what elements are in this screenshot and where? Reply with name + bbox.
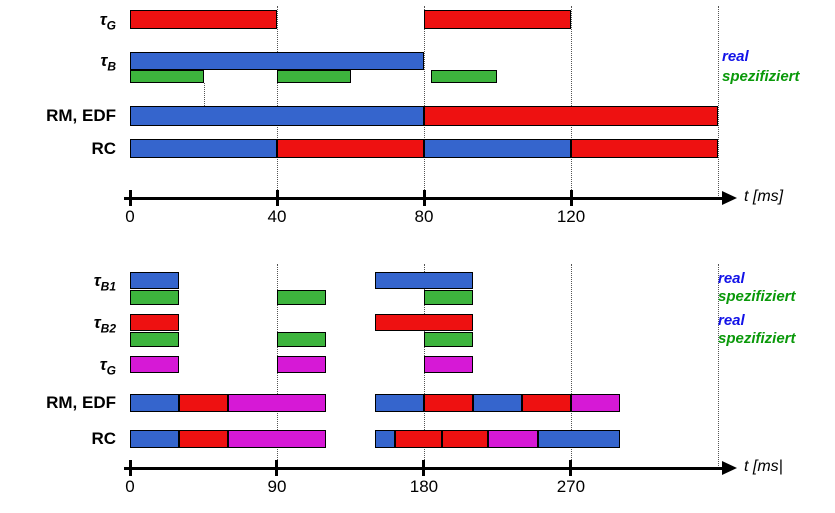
tau-b2-spec-bar	[423, 332, 473, 347]
axis-arrowhead-icon	[722, 461, 737, 475]
row-label-tau-g: τG	[0, 9, 116, 36]
rm-edf-2-bar	[227, 394, 326, 412]
tau-subscript: B2	[100, 320, 116, 335]
gridline	[570, 264, 572, 468]
rm-edf-bar	[424, 106, 718, 126]
axis-tick	[128, 190, 132, 206]
legend-spezifiziert-label: spezifiziert	[718, 330, 796, 347]
axis-unit-label: t [ms]	[744, 188, 784, 205]
rm-edf-2-bar	[570, 394, 620, 412]
legend-real-label: real	[718, 270, 745, 287]
rm-edf-2-bar	[374, 394, 424, 412]
rm-edf-2-bar	[178, 394, 228, 412]
tau-symbol: τ	[99, 354, 107, 374]
rm-edf-2-bar	[130, 394, 179, 412]
axis-arrowhead-icon	[722, 191, 737, 205]
tau-b1-real-bar	[374, 272, 473, 289]
rc-2-bar	[130, 430, 179, 448]
axis-tick-label: 270	[556, 477, 586, 496]
row-label-rc-2: RC	[91, 429, 116, 448]
axis-tick	[569, 190, 573, 206]
rc-bar	[277, 139, 424, 158]
gridline-partial	[203, 83, 205, 106]
legend-real-label: real	[722, 48, 749, 65]
tau-b1-spec-bar	[130, 290, 179, 305]
tau-b1-spec-bar	[276, 290, 326, 305]
axis-tick-label: 0	[125, 477, 135, 496]
axis-tick-label: 90	[267, 477, 287, 496]
tau-b-spec-bar	[130, 70, 204, 83]
gridline	[718, 6, 719, 198]
tau-b2-real-bar	[374, 314, 473, 331]
tau-subscript: G	[106, 362, 116, 377]
rc-2-bar	[538, 430, 620, 448]
legend-real-label: real	[718, 312, 745, 329]
tau-b-spec-bar	[277, 70, 351, 83]
tau-b2-real-bar	[130, 314, 179, 331]
gridline	[571, 6, 572, 198]
rc-2-bar	[394, 430, 442, 448]
axis-unit-label: t [ms|	[744, 458, 783, 475]
axis-tick	[569, 460, 573, 476]
row-label-tau-g2: τG	[0, 354, 116, 381]
tau-g2-bar	[423, 356, 473, 373]
rc-2-bar	[441, 430, 488, 448]
legend-spezifiziert-label: spezifiziert	[722, 68, 800, 85]
rc-2-bar	[178, 430, 228, 448]
axis-tick-label: 180	[409, 477, 439, 496]
rm-edf-2-bar	[521, 394, 571, 412]
gridline	[277, 6, 278, 198]
tau-subscript: B	[107, 59, 116, 74]
legend-spezifiziert-label: spezifiziert	[718, 288, 796, 305]
tau-symbol: τ	[93, 270, 101, 290]
rm-edf-2-bar	[472, 394, 522, 412]
row-label-rm-edf: RM, EDF	[46, 106, 116, 125]
gridline	[717, 264, 719, 468]
rc-2-bar	[374, 430, 395, 448]
tau-b2-spec-bar	[130, 332, 179, 347]
row-label-tau-b2-real: τB2	[0, 312, 116, 339]
tau-g-bar	[424, 10, 571, 29]
axis-tick-label: 120	[556, 207, 586, 226]
axis-tick-label: 80	[414, 207, 434, 226]
tau-subscript: G	[106, 17, 116, 32]
tau-symbol: τ	[99, 9, 107, 29]
row-label-tau-b1-real: τB1	[0, 270, 116, 297]
gridline	[424, 6, 425, 198]
tau-b2-spec-bar	[276, 332, 326, 347]
tau-b-spec-bar	[431, 70, 498, 83]
rc-bar	[424, 139, 571, 158]
tau-b1-spec-bar	[423, 290, 473, 305]
tau-symbol: τ	[93, 312, 101, 332]
row-label-rm-edf-2: RM, EDF	[46, 393, 116, 412]
axis-tick	[275, 190, 279, 206]
axis-tick	[422, 460, 426, 476]
tau-b1-real-bar	[130, 272, 179, 289]
axis-tick	[275, 460, 279, 476]
row-label-tau-b-real: τB	[0, 50, 116, 77]
axis-tick	[128, 460, 132, 476]
tau-subscript: B1	[100, 278, 116, 293]
rm-edf-bar	[130, 106, 424, 126]
rc-bar	[571, 139, 718, 158]
rc-2-bar	[227, 430, 326, 448]
axis-tick	[422, 190, 426, 206]
tau-g-bar	[130, 10, 277, 29]
rm-edf-2-bar	[423, 394, 473, 412]
tau-b-real-bar	[130, 52, 424, 70]
axis-tick-label: 0	[125, 207, 135, 226]
row-label-rc: RC	[91, 138, 116, 158]
tau-g2-bar	[276, 356, 326, 373]
tau-g2-bar	[130, 356, 179, 373]
rc-bar	[130, 139, 277, 158]
tau-symbol: τ	[100, 51, 108, 70]
rc-2-bar	[487, 430, 539, 448]
axis-tick-label: 40	[267, 207, 287, 226]
